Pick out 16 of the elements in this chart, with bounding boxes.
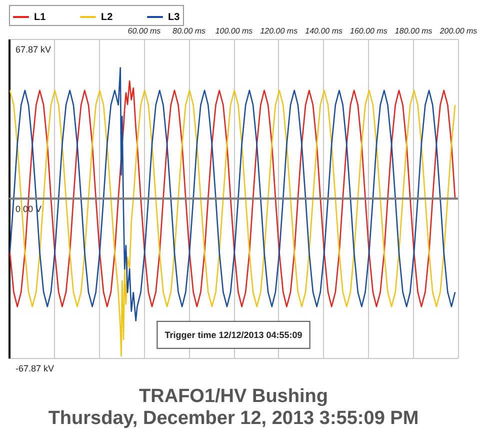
x-tick-label: 80.00 ms <box>172 26 206 36</box>
y-tick-label: 67.87 kV <box>16 44 52 54</box>
x-tick-label: 160.00 ms <box>350 26 388 36</box>
legend-label: L3 <box>168 12 180 23</box>
y-tick-label: -67.87 kV <box>16 364 54 374</box>
x-tick-label: 100.00 ms <box>215 26 253 36</box>
legend-label: L1 <box>34 12 46 23</box>
annotation: Trigger time 12/12/2013 04:55:09 <box>164 330 302 340</box>
legend-label: L2 <box>101 12 114 23</box>
text: Thursday, December 12, 2013 3:55:09 PM <box>48 408 419 429</box>
x-tick-label: 200.00 ms <box>438 26 478 36</box>
text: TRAFO1/HV Bushing <box>139 386 328 407</box>
x-tick-label: 180.00 ms <box>394 26 432 36</box>
x-tick-label: 140.00 ms <box>305 26 342 36</box>
x-tick-label: 60.00 ms <box>128 26 161 36</box>
x-tick-label: 120.00 ms <box>260 26 298 36</box>
